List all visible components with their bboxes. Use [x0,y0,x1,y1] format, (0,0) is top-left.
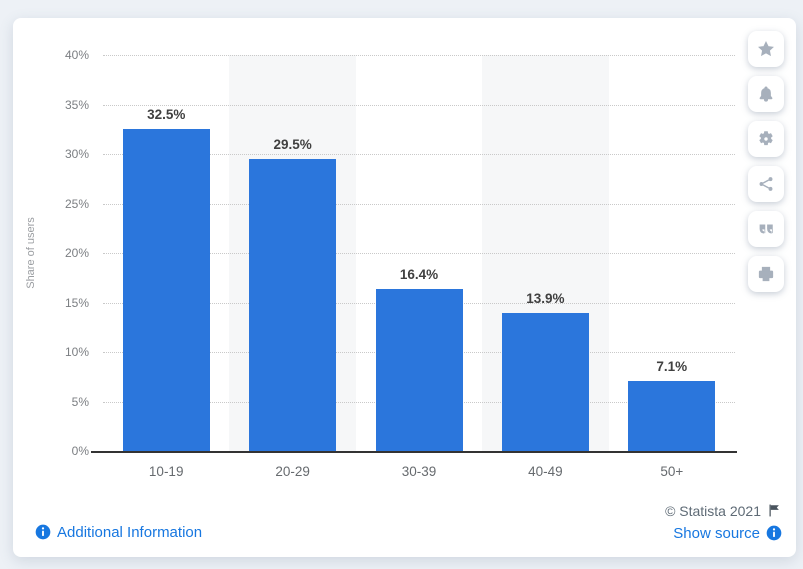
bar-50+[interactable] [628,380,716,451]
y-tick-label: 35% [64,97,89,112]
print-button[interactable] [748,256,784,292]
copyright-text: © Statista 2021 [665,502,761,519]
share-button[interactable] [748,166,784,202]
bar-40-49[interactable] [501,313,589,451]
gear-icon [759,131,773,146]
printer-icon [758,266,774,282]
y-tick-label: 25% [64,196,89,211]
info-icon [766,525,782,541]
bar-20-29[interactable] [249,158,337,451]
bar-data-label: 29.5% [273,136,312,152]
share-icon [759,177,773,191]
bar-data-label: 7.1% [656,358,688,374]
toolbar [748,31,784,301]
alert-button[interactable] [748,76,784,112]
cite-button[interactable] [748,211,784,247]
x-category-label: 30-39 [401,464,437,479]
gridline [103,203,735,205]
x-category-label: 40-49 [528,464,563,479]
additional-information-link[interactable]: Additional Information [35,523,202,541]
favorite-button[interactable] [748,31,784,67]
info-icon [35,524,51,540]
y-tick-label: 15% [64,295,89,310]
plot-area: 32.5% 29.5% 16.4% 13.9% 7.1% [103,55,735,451]
y-tick-label: 10% [64,345,89,359]
gridline [103,253,735,254]
x-category-label: 20-29 [275,464,310,479]
y-tick-label: 0% [71,444,89,458]
show-source-label: Show source [673,524,760,542]
x-category-label: 50+ [660,464,684,479]
bar-data-label: 16.4% [399,266,439,282]
y-tick-label: 5% [71,394,89,409]
quote-icon [759,224,773,234]
show-source-link[interactable]: Show source [673,524,782,542]
y-tick-label: 20% [64,246,89,260]
y-tick-label: 40% [64,48,89,62]
gridline [103,154,735,155]
x-category-label: 10-19 [148,464,184,479]
bar-10-19[interactable] [122,129,210,451]
bell-icon [759,86,773,102]
settings-button[interactable] [748,121,784,157]
gridline [103,104,735,106]
copyright: © Statista 2021 [665,502,782,519]
star-icon [758,41,774,57]
bar-30-39[interactable] [375,288,463,451]
gridline [103,55,735,56]
bar-data-label: 32.5% [147,107,186,123]
y-tick-label: 30% [64,147,89,161]
flag-icon[interactable] [767,503,782,518]
x-axis-line [91,451,737,453]
bar-data-label: 13.9% [526,291,565,307]
additional-information-label: Additional Information [57,523,203,541]
chart-card: Share of users 32.5% 29.5% 16.4% 13.9% 7.1% … [13,18,796,557]
